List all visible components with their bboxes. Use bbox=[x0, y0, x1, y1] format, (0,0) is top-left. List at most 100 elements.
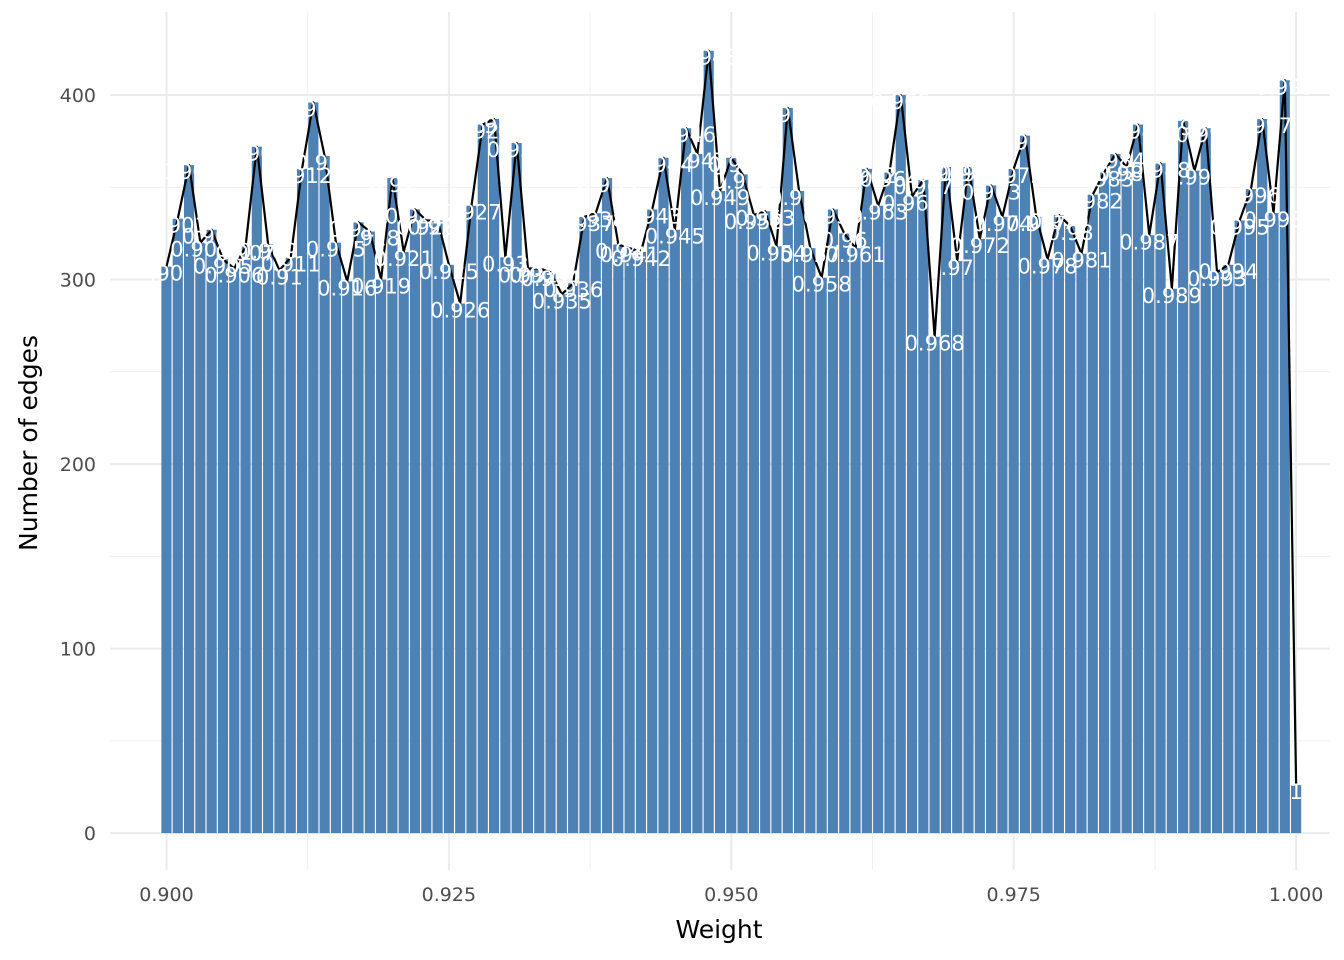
trend-line bbox=[165, 49, 1298, 786]
bar bbox=[387, 178, 398, 834]
bar-label: 0.94 bbox=[595, 239, 642, 263]
bar bbox=[635, 251, 647, 834]
bar bbox=[884, 172, 895, 834]
bar bbox=[952, 261, 963, 834]
bar-label: 0.945 bbox=[645, 225, 705, 249]
bar bbox=[737, 174, 748, 834]
bar-label: 0.961 bbox=[825, 243, 885, 267]
bar-label: 0.951 bbox=[713, 169, 773, 193]
bar bbox=[285, 257, 296, 834]
bar-label: 0.932 bbox=[498, 263, 558, 287]
bar bbox=[376, 279, 387, 834]
bar-label: 0.978 bbox=[1018, 254, 1078, 278]
bar-label: 0.934 bbox=[520, 267, 580, 291]
bar-label: 0.906 bbox=[204, 263, 264, 287]
bar-label: 0.921 bbox=[374, 247, 434, 271]
bar bbox=[1200, 128, 1211, 834]
bar bbox=[1042, 259, 1053, 834]
bar bbox=[873, 205, 884, 834]
bar-label: 0.923 bbox=[396, 216, 456, 240]
bar bbox=[398, 251, 409, 834]
bar bbox=[918, 179, 929, 834]
bar bbox=[714, 190, 726, 834]
bar bbox=[895, 95, 906, 834]
bar-label: 0.964 bbox=[859, 168, 919, 192]
bar-label: 0.936 bbox=[543, 278, 603, 302]
bar bbox=[296, 168, 308, 834]
bar-label: 0.963 bbox=[848, 201, 908, 225]
y-tick-label: 200 bbox=[60, 454, 96, 476]
bar bbox=[1155, 163, 1166, 834]
y-tick-label: 0 bbox=[84, 823, 96, 845]
bar bbox=[816, 277, 827, 834]
bar-label: 0.954 bbox=[746, 241, 806, 265]
bar bbox=[703, 50, 714, 834]
bar-label: 0.938 bbox=[566, 208, 626, 232]
bar-label: 0.95 bbox=[708, 153, 755, 177]
bar bbox=[251, 146, 262, 834]
bar bbox=[850, 248, 861, 834]
bar bbox=[319, 155, 330, 834]
bar-label: 0.93 bbox=[482, 252, 529, 276]
bar bbox=[963, 166, 974, 834]
bar bbox=[997, 216, 1008, 834]
bar-label: 0.925 bbox=[419, 260, 479, 284]
bar-label: 0.924 bbox=[408, 216, 468, 240]
bar-label: 0.914 bbox=[295, 151, 355, 175]
bar bbox=[556, 294, 567, 834]
bar-label: 0.901 bbox=[148, 214, 208, 238]
bar bbox=[929, 336, 940, 834]
bar bbox=[330, 242, 342, 834]
bar-label: 0.991 bbox=[1164, 166, 1224, 190]
bar-label: 0.962 bbox=[837, 164, 897, 188]
y-tick-label: 400 bbox=[60, 85, 96, 107]
bar bbox=[601, 178, 613, 834]
bar bbox=[488, 119, 500, 834]
bar bbox=[1178, 120, 1189, 834]
bar bbox=[432, 220, 443, 834]
bar-label: 0.96 bbox=[821, 228, 868, 252]
bar-label: 0.988 bbox=[1130, 158, 1190, 182]
bar-label: 0.947 bbox=[667, 149, 727, 173]
bar bbox=[771, 246, 782, 834]
bar-label: 0.956 bbox=[769, 186, 829, 210]
bar bbox=[1234, 220, 1245, 834]
x-tick-label: 0.950 bbox=[704, 884, 758, 906]
bar-label: 0.981 bbox=[1051, 249, 1111, 273]
bar-label: 0.955 bbox=[758, 103, 818, 127]
bar-label: 1 bbox=[1289, 780, 1302, 804]
bar-label: 0.941 bbox=[600, 243, 660, 267]
bar-label: 0.984 bbox=[1085, 149, 1145, 173]
y-tick-label: 100 bbox=[60, 639, 96, 661]
bar-label: 0.92 bbox=[369, 173, 416, 197]
bar-label: 0.912 bbox=[272, 164, 332, 188]
bar-label: 0.948 bbox=[679, 46, 739, 70]
bar bbox=[195, 242, 206, 834]
bar bbox=[229, 268, 240, 834]
bar-label: 0.91 bbox=[256, 265, 303, 289]
bar-label: 0.977 bbox=[1006, 212, 1066, 236]
bar-label: 0.927 bbox=[441, 201, 501, 225]
bar bbox=[827, 209, 839, 834]
bar bbox=[1245, 189, 1257, 834]
bar-label: 0.917 bbox=[328, 217, 388, 241]
bar-label: 0.922 bbox=[385, 204, 445, 228]
bar bbox=[217, 259, 229, 834]
x-tick-label: 0.975 bbox=[987, 884, 1041, 906]
bar bbox=[613, 244, 624, 834]
bar bbox=[161, 266, 172, 834]
bar-label: 0.909 bbox=[238, 239, 298, 263]
bar bbox=[1098, 172, 1110, 834]
bar bbox=[681, 128, 692, 834]
bar-label: 0.942 bbox=[611, 247, 671, 271]
bar bbox=[658, 157, 669, 834]
bar bbox=[839, 233, 850, 834]
bar bbox=[1144, 235, 1155, 834]
bar-label: 0.986 bbox=[1108, 120, 1168, 144]
bar-label: 0.958 bbox=[792, 273, 852, 297]
bar-label: 0.931 bbox=[487, 138, 547, 162]
bar-label: 0.989 bbox=[1142, 284, 1202, 308]
bar bbox=[782, 107, 793, 834]
bar bbox=[240, 246, 251, 834]
bar bbox=[206, 229, 217, 834]
